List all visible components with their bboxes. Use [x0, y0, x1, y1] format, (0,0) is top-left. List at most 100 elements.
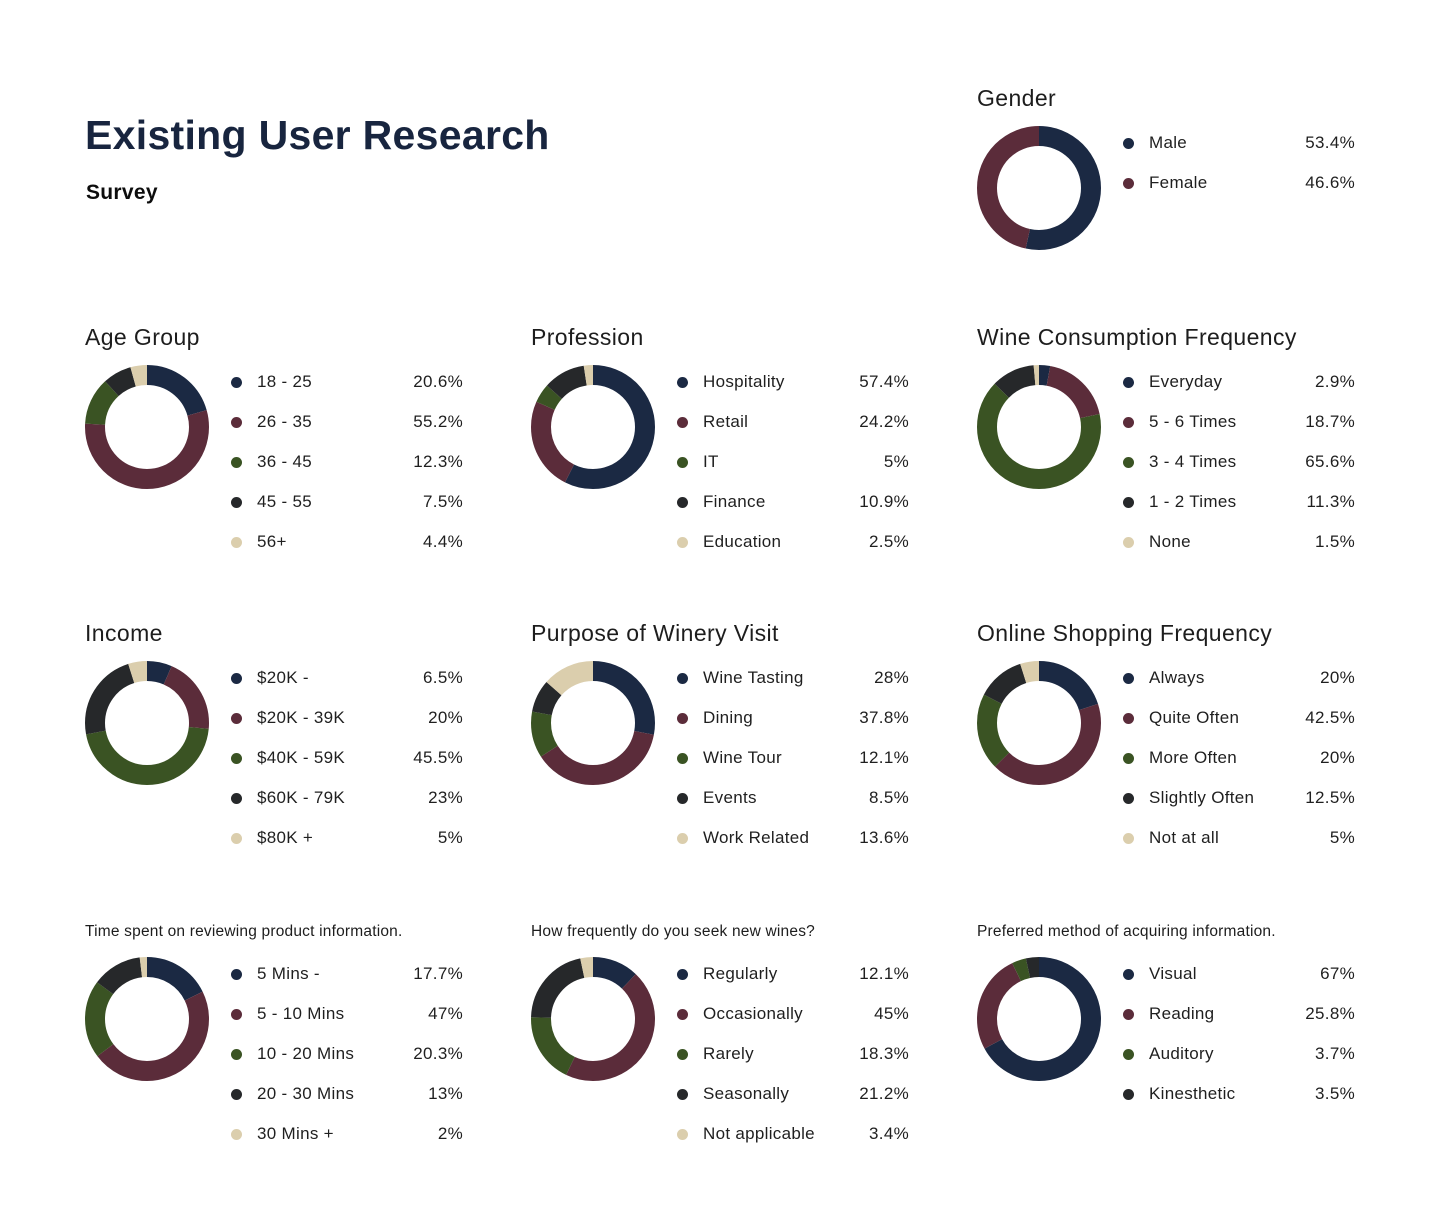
- legend-dot-icon: [677, 672, 688, 684]
- legend-item: Finance 10.9%: [677, 482, 909, 522]
- legend-label: Reading: [1149, 1004, 1215, 1023]
- legend-dot-icon: [677, 456, 688, 468]
- legend-value: 21.2%: [859, 1084, 909, 1103]
- legend-item: $20K - 6.5%: [231, 658, 463, 698]
- page-subtitle: Survey: [86, 181, 158, 205]
- legend-value: 55.2%: [413, 412, 463, 431]
- chart-legend: 18 - 25 20.6% 26 - 35 55.2% 36 - 45 12.3% 45 -…: [231, 362, 463, 562]
- chart-body: Wine Tasting 28% Dining 37.8% Wine Tour 12.1%…: [531, 661, 909, 858]
- legend-item: Kinesthetic 3.5%: [1123, 1074, 1355, 1114]
- legend-dot-icon: [677, 752, 688, 764]
- legend-value: 45.5%: [413, 748, 463, 767]
- chart-slot-age-group: Age Group 18 - 25 20.6% 26 - 35 55.2% 36 - 4…: [85, 322, 463, 618]
- legend-label: Always: [1149, 668, 1205, 687]
- donut-segment: [531, 365, 655, 489]
- legend-item: 30 Mins + 2%: [231, 1114, 463, 1154]
- legend-value: 2%: [437, 1124, 463, 1143]
- legend-dot-icon: [677, 416, 688, 428]
- legend-label: 45 - 55: [257, 492, 313, 511]
- legend-dot-icon: [677, 536, 688, 548]
- legend-label: Male: [1149, 133, 1188, 152]
- legend-value: 4.4%: [423, 532, 463, 551]
- legend-label: Dining: [703, 708, 753, 727]
- chart-slot-online-shopping-frequency: Online Shopping Frequency Always 20% Quite…: [977, 618, 1355, 920]
- legend-item: Dining 37.8%: [677, 698, 909, 738]
- legend-item: Quite Often 42.5%: [1123, 698, 1355, 738]
- chart-legend: Male 53.4% Female 46.6%: [1123, 123, 1355, 203]
- chart-body: 18 - 25 20.6% 26 - 35 55.2% 36 - 45 12.3% 45 -…: [85, 365, 463, 562]
- legend-value: 47%: [428, 1004, 463, 1023]
- donut-segment: [85, 661, 209, 785]
- chart-title: Wine Consumption Frequency: [977, 324, 1297, 350]
- legend-item: Auditory 3.7%: [1123, 1034, 1355, 1074]
- donut-segment: [531, 661, 655, 785]
- chart-legend: Visual 67% Reading 25.8% Auditory 3.7% Kinesth…: [1123, 954, 1355, 1114]
- donut-segment: [85, 661, 209, 785]
- donut-chart: [531, 661, 655, 785]
- legend-item: Occasionally 45%: [677, 994, 909, 1034]
- donut-segment: [531, 365, 655, 489]
- legend-item: 36 - 45 12.3%: [231, 442, 463, 482]
- legend-item: IT 5%: [677, 442, 909, 482]
- donut-chart: [85, 661, 209, 785]
- legend-dot-icon: [1123, 456, 1134, 468]
- legend-value: 10.9%: [859, 492, 909, 511]
- legend-item: 1 - 2 Times 11.3%: [1123, 482, 1355, 522]
- chart-slot-income: Income $20K - 6.5% $20K - 39K 20% $40K - 59K…: [85, 618, 463, 920]
- legend-item: 3 - 4 Times 65.6%: [1123, 442, 1355, 482]
- legend-dot-icon: [231, 1008, 242, 1020]
- donut-segment: [531, 661, 655, 785]
- chart-gender: Gender Male 53.4% Female 46.6%: [977, 83, 1355, 250]
- chart-legend: Regularly 12.1% Occasionally 45% Rarely 18.3%…: [677, 954, 909, 1154]
- chart-slot-profession: Profession Hospitality 57.4% Retail 24.2% IT…: [531, 322, 909, 618]
- legend-item: Visual 67%: [1123, 954, 1355, 994]
- legend-item: Wine Tour 12.1%: [677, 738, 909, 778]
- legend-dot-icon: [1123, 1088, 1134, 1100]
- legend-dot-icon: [1123, 1008, 1134, 1020]
- legend-label: Work Related: [703, 828, 810, 847]
- donut-segment: [531, 661, 655, 785]
- chart-title: Preferred method of acquiring informatio…: [977, 923, 1276, 940]
- chart-body: Visual 67% Reading 25.8% Auditory 3.7% Kinesth…: [977, 957, 1355, 1114]
- chart-body: Everyday 2.9% 5 - 6 Times 18.7% 3 - 4 Times 6…: [977, 365, 1355, 562]
- donut-chart: [85, 365, 209, 489]
- legend-item: $40K - 59K 45.5%: [231, 738, 463, 778]
- legend-value: 3.7%: [1315, 1044, 1355, 1063]
- chart-slot-purpose-of-winery-visit: Purpose of Winery Visit Wine Tasting 28% D…: [531, 618, 909, 920]
- legend-dot-icon: [231, 832, 242, 844]
- legend-dot-icon: [231, 496, 242, 508]
- legend-value: 20%: [428, 708, 463, 727]
- legend-item: 26 - 35 55.2%: [231, 402, 463, 442]
- legend-label: 26 - 35: [257, 412, 313, 431]
- legend-item: Female 46.6%: [1123, 163, 1355, 203]
- legend-label: More Often: [1149, 748, 1238, 767]
- legend-label: Female: [1149, 173, 1208, 192]
- legend-label: 56+: [257, 532, 287, 551]
- legend-label: Not at all: [1149, 828, 1220, 847]
- chart-legend: 5 Mins - 17.7% 5 - 10 Mins 47% 10 - 20 Mins 2…: [231, 954, 463, 1154]
- legend-value: 18.7%: [1305, 412, 1355, 431]
- legend-item: Seasonally 21.2%: [677, 1074, 909, 1114]
- donut-segment: [85, 957, 209, 1081]
- donut-segment: [977, 365, 1101, 489]
- legend-dot-icon: [677, 496, 688, 508]
- legend-dot-icon: [1123, 416, 1134, 428]
- legend-value: 12.3%: [413, 452, 463, 471]
- legend-item: More Often 20%: [1123, 738, 1355, 778]
- legend-value: 11.3%: [1306, 492, 1355, 511]
- donut-chart: [977, 365, 1101, 489]
- legend-label: Events: [703, 788, 757, 807]
- legend-value: 18.3%: [859, 1044, 909, 1063]
- chart-slot-time-spent-reviewing: Time spent on reviewing product informat…: [85, 920, 463, 1229]
- legend-value: 20%: [1320, 748, 1355, 767]
- legend-value: 5%: [1329, 828, 1355, 847]
- chart-title: How frequently do you seek new wines?: [531, 923, 815, 940]
- legend-item: Events 8.5%: [677, 778, 909, 818]
- legend-dot-icon: [231, 968, 242, 980]
- donut-segment: [977, 126, 1101, 250]
- legend-label: Regularly: [703, 964, 778, 983]
- legend-value: 12.1%: [859, 748, 909, 767]
- legend-item: 5 Mins - 17.7%: [231, 954, 463, 994]
- legend-value: 23%: [428, 788, 463, 807]
